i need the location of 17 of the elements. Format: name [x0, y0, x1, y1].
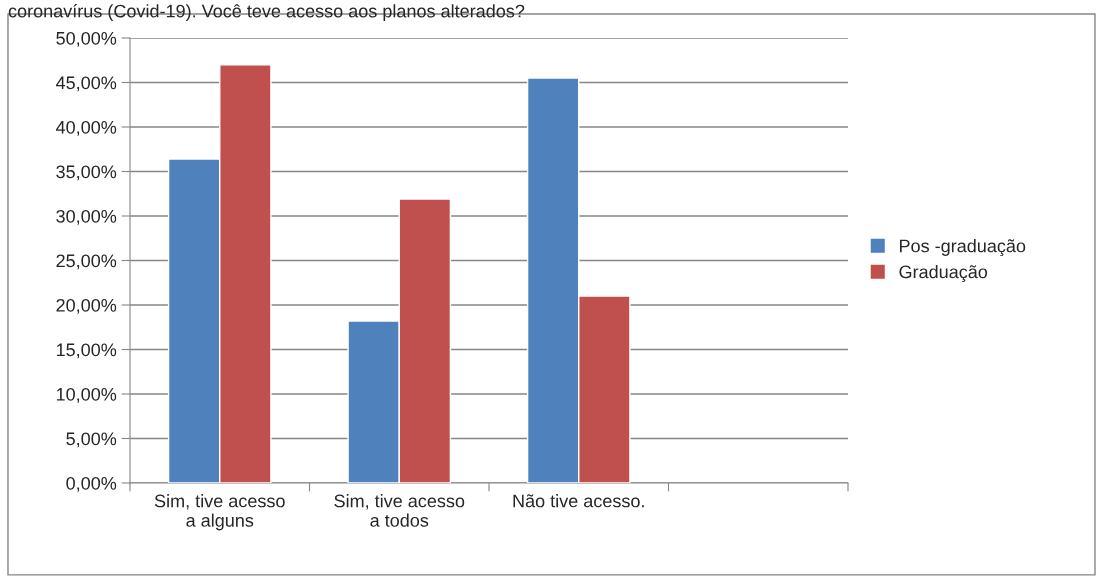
- chart-title: coronavírus (Covid-19). Você teve acesso aos planos alterados?: [8, 4, 525, 22]
- y-tick-label: 35,00%: [56, 165, 117, 181]
- legend-label: Graduação: [899, 265, 988, 282]
- y-tick-label: 45,00%: [55, 76, 117, 92]
- y-tick-label: 10,00%: [56, 387, 117, 403]
- y-tick-label: 40,00%: [55, 120, 117, 136]
- x-tick-label: Não tive acesso.: [513, 494, 644, 508]
- y-tick-label: 30,00%: [56, 209, 117, 225]
- x-tick-label: Sim, tive acesso a alguns: [154, 494, 285, 531]
- y-tick-label: 5,00%: [66, 432, 117, 448]
- y-tick-label: 25,00%: [56, 254, 117, 270]
- y-tick-label: 0,00%: [66, 476, 117, 492]
- x-tick-label: Sim, tive acesso a todos: [334, 494, 465, 527]
- legend-label: Pos -graduação: [899, 239, 1026, 256]
- y-tick-label: 15,00%: [56, 343, 117, 359]
- y-tick-label: 50,00%: [56, 31, 117, 47]
- y-tick-label: 20,00%: [56, 298, 117, 314]
